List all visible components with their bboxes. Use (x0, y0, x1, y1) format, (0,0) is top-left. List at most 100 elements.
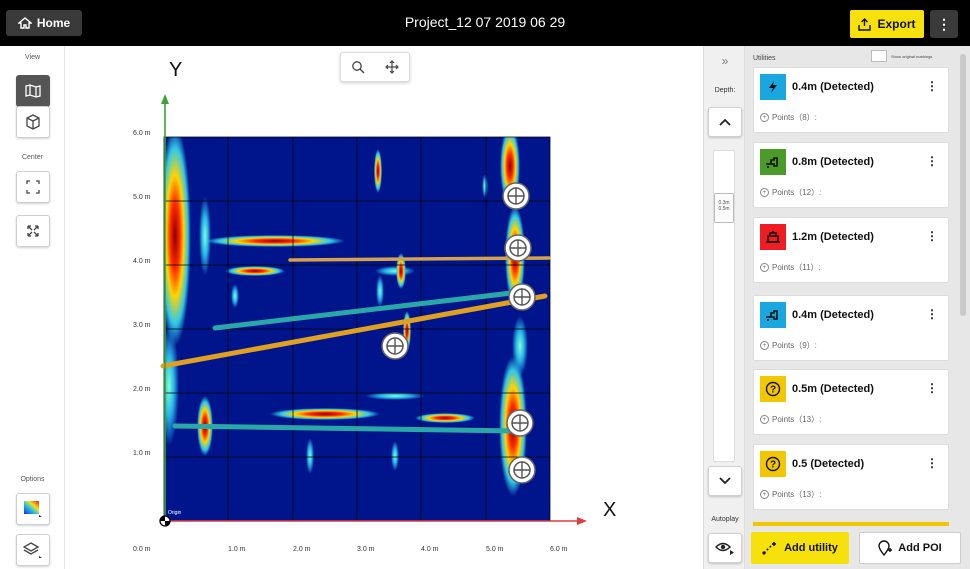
utility-card[interactable]: ? 0.5 (Detected) ⋮ + Points（13）: (753, 444, 949, 510)
utility-points[interactable]: + Points（8）: (760, 112, 817, 123)
color-palette-button[interactable] (16, 493, 50, 525)
show-original-markings[interactable]: Show original markings (871, 50, 932, 62)
y-tick-label: 6.0 m (133, 130, 151, 137)
x-tick-label: 4.0 m (421, 546, 439, 553)
utility-depth: 0.8m (Detected) (792, 156, 874, 168)
show-original-label: Show original markings (891, 53, 933, 59)
utility-menu-button[interactable]: ⋮ (926, 307, 938, 321)
collapse-panel-button[interactable]: » (704, 54, 746, 74)
utility-line-orange[interactable] (288, 256, 551, 262)
utilities-scrollbar[interactable] (959, 46, 967, 526)
export-button[interactable]: Export (850, 10, 924, 38)
marker[interactable] (504, 234, 532, 262)
view-2d-button[interactable] (16, 75, 50, 107)
y-axis-arrow (161, 94, 169, 104)
y-tick-label: 3.0 m (133, 322, 151, 329)
center-fit-button[interactable] (16, 171, 50, 203)
pan-icon[interactable] (385, 60, 399, 74)
points-label: Points（13）: (772, 490, 822, 499)
options-label: Options (20, 476, 45, 483)
utility-depth: 1.2m (Detected) (792, 231, 874, 243)
x-tick-label: 2.0 m (293, 546, 311, 553)
scrollbar-thumb[interactable] (960, 54, 966, 316)
utility-depth: 0.5m (Detected) (792, 383, 874, 395)
marker[interactable] (506, 409, 534, 437)
svg-text:?: ? (770, 385, 776, 396)
depth-panel: » Depth: 0.3m 0.5m Autoplay (703, 46, 745, 569)
utility-points[interactable]: + Points（13）: (760, 489, 821, 500)
autoplay-button[interactable] (708, 533, 742, 563)
utility-menu-button[interactable]: ⋮ (926, 229, 938, 243)
expand-points-icon: + (760, 341, 769, 350)
autoplay-label: Autoplay (711, 516, 739, 523)
expand-points-icon: + (760, 188, 769, 197)
utility-card-partial (753, 522, 949, 528)
depth-slider-thumb[interactable]: 0.3m 0.5m (714, 193, 734, 223)
x-tick-label: 5.0 m (486, 546, 504, 553)
view-3d-button[interactable] (16, 106, 50, 138)
view-label: View (24, 54, 41, 61)
expand-points-icon: + (760, 263, 769, 272)
y-tick-label: 5.0 m (133, 194, 151, 201)
depth-slider[interactable]: 0.3m 0.5m (713, 150, 735, 462)
add-utility-button[interactable]: Add utility (751, 532, 849, 564)
pipe-icon (760, 302, 786, 328)
depth-label: Depth: (714, 87, 736, 94)
utility-points[interactable]: + Points（11）: (760, 262, 821, 273)
depth-down-button[interactable] (708, 466, 742, 496)
draw-line-icon (762, 542, 777, 555)
utility-menu-button[interactable]: ⋮ (926, 456, 938, 470)
utility-card[interactable]: 1.2m (Detected) ⋮ + Points（11）: (753, 217, 949, 283)
map-icon (25, 84, 41, 98)
eye-play-icon (715, 542, 734, 555)
fit-frame-icon (26, 180, 40, 194)
map-canvas[interactable]: Origin Y X 6.0 m 5.0 m 4.0 m 3.0 m 2.0 m… (65, 46, 703, 569)
layers-button[interactable] (16, 534, 50, 566)
depth-up-button[interactable] (708, 107, 742, 137)
utility-line-yellow[interactable] (160, 293, 548, 369)
utility-menu-button[interactable]: ⋮ (926, 154, 938, 168)
points-label: Points（11）: (772, 263, 821, 272)
utility-menu-button[interactable]: ⋮ (926, 79, 938, 93)
marker[interactable] (381, 332, 409, 360)
utility-points[interactable]: + Points（9）: (760, 340, 817, 351)
gpr-plot: Origin Y X 6.0 m 5.0 m 4.0 m 3.0 m 2.0 m… (133, 59, 616, 553)
more-menu-button[interactable]: ⋮ (930, 10, 958, 38)
utility-menu-button[interactable]: ⋮ (926, 381, 938, 395)
home-icon (17, 17, 32, 29)
utility-points[interactable]: + Points（12）: (760, 187, 821, 198)
utilities-header: Utilities (753, 55, 776, 62)
utility-points[interactable]: + Points（13）: (760, 414, 821, 425)
utility-card[interactable]: 0.8m (Detected) ⋮ + Points（12）: (753, 142, 949, 208)
lightning-icon (760, 74, 786, 100)
expand-points-icon: + (760, 490, 769, 499)
zoom-icon[interactable] (351, 60, 365, 74)
marker[interactable] (502, 182, 530, 210)
y-tick-label: 2.0 m (133, 386, 151, 393)
marker[interactable] (508, 283, 536, 311)
utility-card[interactable]: 0.4m (Detected) ⋮ + Points（9）: (753, 295, 949, 361)
utility-depth: 0.4m (Detected) (792, 309, 874, 321)
expand-points-icon: + (760, 113, 769, 122)
show-original-checkbox[interactable] (871, 50, 887, 62)
export-icon (858, 17, 872, 31)
plot-grid (163, 136, 551, 522)
add-poi-button[interactable]: Add POI (859, 532, 961, 564)
points-label: Points（8）: (772, 113, 817, 122)
x-tick-label: 6.0 m (550, 546, 568, 553)
svg-text:?: ? (770, 460, 776, 471)
utility-line-teal-upper[interactable] (212, 289, 523, 331)
utility-line-teal-lower[interactable] (172, 423, 523, 434)
expand-button[interactable] (16, 215, 50, 247)
home-label: Home (36, 16, 71, 30)
left-toolbar: View Center Options (0, 46, 65, 569)
utility-depth: 0.5 (Detected) (792, 458, 865, 470)
home-button[interactable]: Home (6, 10, 82, 36)
utility-card[interactable]: ? 0.5m (Detected) ⋮ + Points（13）: (753, 369, 949, 435)
utility-card[interactable]: 0.4m (Detected) ⋮ + Points（8）: (753, 67, 949, 133)
utilities-actions: Add utility Add POI (745, 526, 970, 569)
origin-icon (159, 515, 171, 527)
x-tick-label: 3.0 m (357, 546, 375, 553)
marker[interactable] (508, 456, 536, 484)
layers-icon (23, 542, 42, 558)
